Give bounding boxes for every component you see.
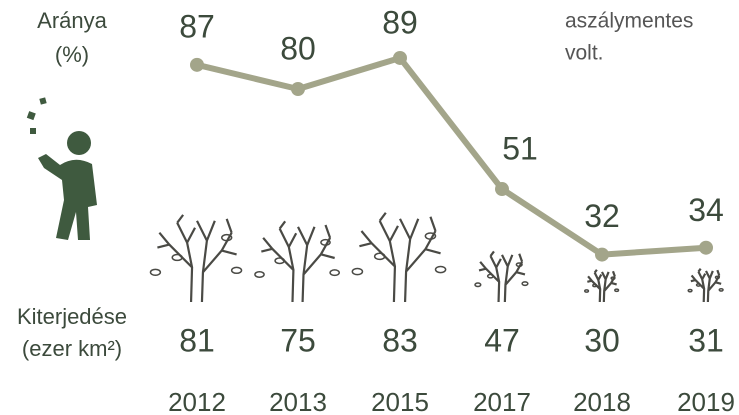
tree-leaf bbox=[222, 235, 232, 241]
rate-label: 34 bbox=[688, 192, 724, 228]
x-tick-label: 2017 bbox=[473, 387, 531, 415]
rate-point bbox=[699, 240, 713, 255]
tree-leaf bbox=[522, 282, 528, 285]
extent-label: 83 bbox=[382, 322, 418, 358]
person-icon bbox=[26, 97, 97, 240]
tree-leaf bbox=[150, 269, 160, 275]
extent-label: 30 bbox=[584, 322, 620, 358]
tree-trunk bbox=[691, 269, 721, 302]
annotation: aszálymentes bbox=[565, 10, 693, 33]
tree-icon bbox=[475, 251, 528, 302]
tree-leaf bbox=[330, 270, 339, 276]
extent-label: 81 bbox=[179, 322, 215, 358]
rate-label: (%) bbox=[55, 42, 89, 67]
tree-leaf bbox=[436, 266, 446, 272]
tree-leaf bbox=[488, 274, 494, 277]
tree-trunk bbox=[479, 251, 525, 302]
rate-label: 80 bbox=[280, 30, 316, 66]
rate-point bbox=[190, 57, 204, 72]
x-tick-label: 2018 bbox=[573, 387, 631, 415]
tree-leaf bbox=[697, 284, 701, 286]
rate-label: 89 bbox=[382, 4, 418, 40]
annotation: volt. bbox=[565, 42, 604, 65]
extent-label: 31 bbox=[688, 322, 724, 358]
extent-label: Kiterjedése bbox=[17, 304, 127, 329]
x-tick-label: 2013 bbox=[269, 387, 327, 415]
rate-label: 51 bbox=[502, 131, 538, 167]
extent-label: 47 bbox=[484, 322, 520, 358]
rate-point bbox=[595, 247, 609, 262]
rate-label: 87 bbox=[179, 8, 215, 44]
tree-icon bbox=[150, 215, 241, 302]
rate-line bbox=[196, 54, 707, 258]
tree-leaf bbox=[593, 284, 597, 286]
tree-trunk bbox=[261, 221, 334, 302]
tree-leaf bbox=[719, 289, 723, 291]
tree-trunk bbox=[157, 215, 236, 302]
tree-leaf bbox=[232, 267, 242, 273]
rate-point bbox=[291, 82, 305, 96]
tree-leaf bbox=[275, 258, 284, 264]
tree-leaf bbox=[425, 233, 435, 239]
tree-trunk bbox=[587, 270, 616, 302]
rate-point bbox=[495, 182, 509, 197]
tree-leaf bbox=[615, 289, 619, 291]
rate-label: Aránya bbox=[37, 8, 107, 33]
tree-leaf bbox=[611, 277, 615, 279]
tree-leaf bbox=[321, 240, 330, 246]
extent-label: 75 bbox=[280, 322, 316, 358]
tree-icon bbox=[255, 221, 339, 302]
rate-point bbox=[393, 50, 407, 65]
tree-leaf bbox=[475, 283, 481, 286]
tree-trunk bbox=[359, 213, 440, 302]
extent-label: (ezer km²) bbox=[22, 336, 122, 361]
x-tick-label: 2015 bbox=[371, 387, 429, 415]
tree-leaf bbox=[172, 254, 182, 260]
x-tick-label: 2019 bbox=[677, 387, 735, 415]
tree-leaf bbox=[585, 290, 589, 292]
tree-leaf bbox=[516, 263, 522, 266]
tree-leaf bbox=[375, 253, 385, 259]
rate-label: 32 bbox=[584, 198, 620, 234]
tree-icon bbox=[688, 269, 723, 302]
tree-leaf bbox=[688, 289, 692, 291]
x-tick-label: 2012 bbox=[168, 387, 226, 415]
tree-icon bbox=[585, 270, 619, 302]
tree-leaf bbox=[352, 269, 362, 275]
tree-leaf bbox=[715, 276, 719, 278]
tree-leaf bbox=[255, 272, 264, 278]
tree-icon bbox=[352, 213, 445, 302]
